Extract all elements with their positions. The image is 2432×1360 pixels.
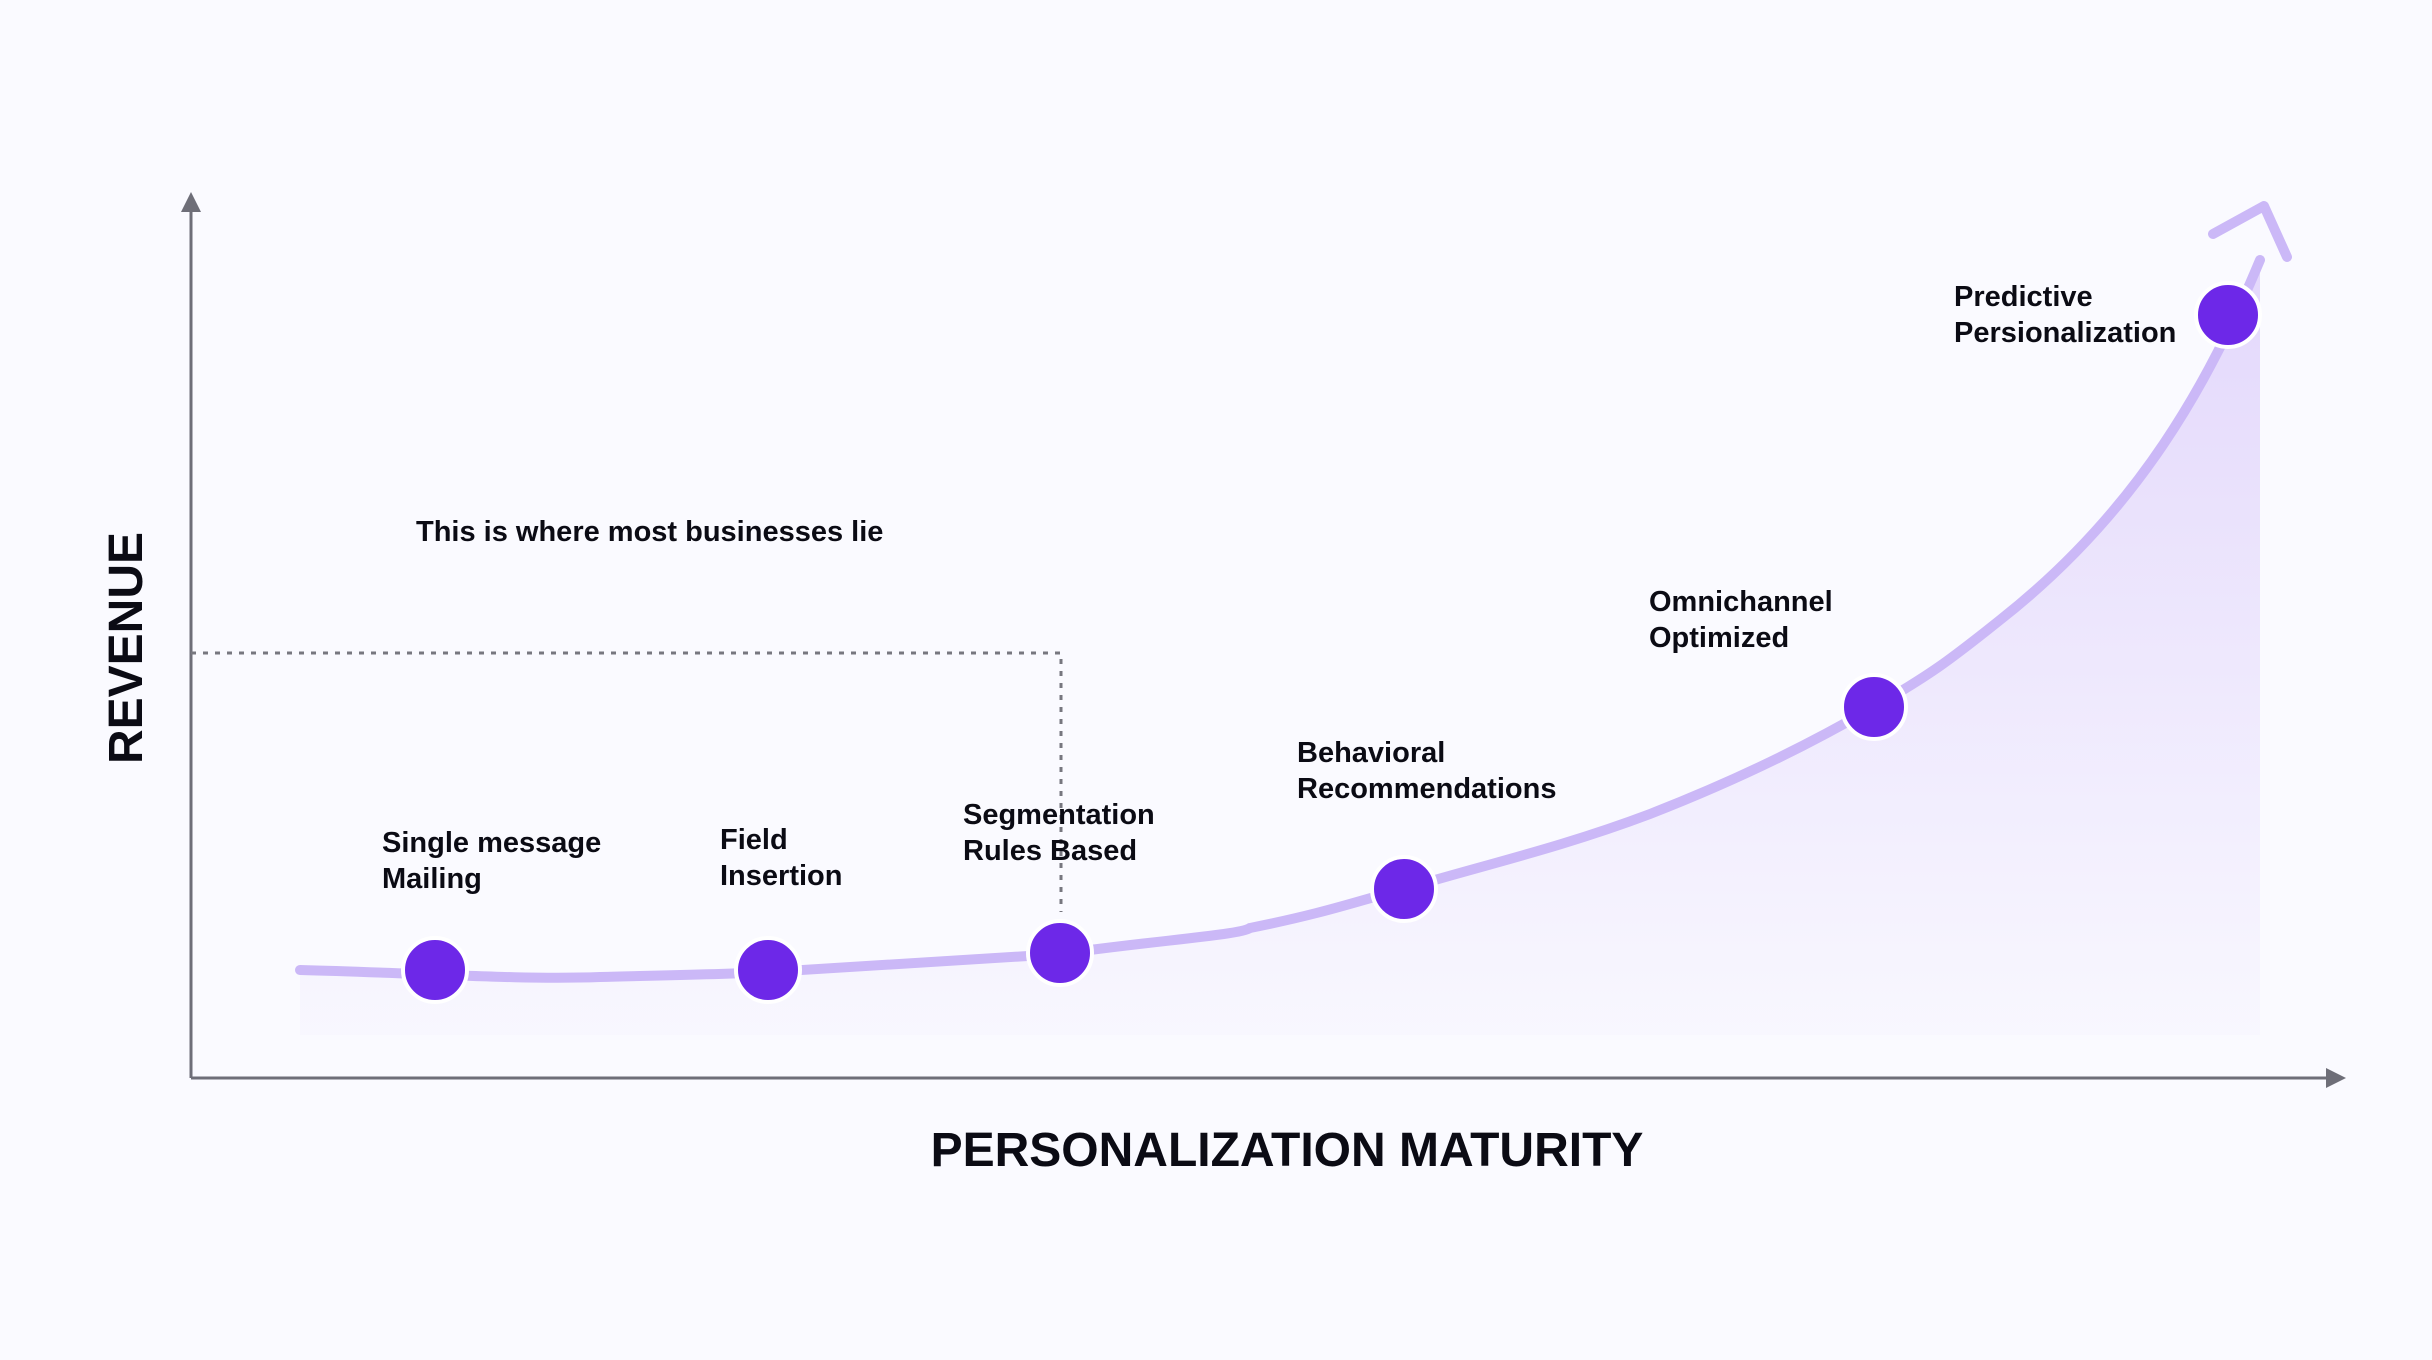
marker-segmentation-rules-based: [1026, 919, 1094, 987]
stage-label-line1: Segmentation: [963, 799, 1155, 831]
stage-label-behavioral: Behavioral Recommendations: [1297, 737, 1556, 805]
stage-label-line1: Behavioral: [1297, 737, 1445, 769]
dotted-guide: [191, 651, 1063, 912]
curve-arrowhead-icon: [2208, 201, 2292, 262]
stage-label-single-message: Single message Mailing: [382, 827, 609, 895]
stage-label-predictive: Predictive Persionalization: [1954, 281, 2176, 349]
stage-label-line2: Insertion: [720, 860, 842, 892]
stage-label-line2: Optimized: [1649, 622, 1789, 654]
stage-label-line1: Omnichannel: [1649, 586, 1833, 618]
stage-label-line2: Recommendations: [1297, 773, 1556, 805]
stage-label-line2: Rules Based: [963, 835, 1137, 867]
stage-label-line1: Single message: [382, 827, 601, 859]
x-axis-arrow-icon: [2326, 1068, 2346, 1088]
annotation-label: This is where most businesses lie: [416, 516, 883, 548]
x-axis-title: PERSONALIZATION MATURITY: [931, 1124, 1644, 1177]
marker-single-message-mailing: [401, 936, 469, 1004]
stage-markers: [401, 281, 2262, 1004]
stage-label-line1: Predictive: [1954, 281, 2093, 313]
stage-label-line1: Field: [720, 824, 788, 856]
stage-label-segmentation: Segmentation Rules Based: [963, 799, 1163, 867]
marker-predictive-persionalization: [2194, 281, 2262, 349]
marker-behavioral-recommendations: [1370, 855, 1438, 923]
stage-label-omnichannel: Omnichannel Optimized: [1649, 586, 1841, 654]
marker-field-insertion: [734, 936, 802, 1004]
stage-label-field-insertion: Field Insertion: [720, 824, 842, 892]
growth-curve: [295, 255, 2265, 983]
marker-omnichannel-optimized: [1840, 673, 1908, 741]
stage-label-line2: Persionalization: [1954, 317, 2176, 349]
y-axis-title: REVENUE: [100, 532, 153, 764]
area-under-curve: [300, 260, 2260, 1035]
stage-label-line2: Mailing: [382, 863, 482, 895]
y-axis-arrow-icon: [181, 192, 201, 212]
